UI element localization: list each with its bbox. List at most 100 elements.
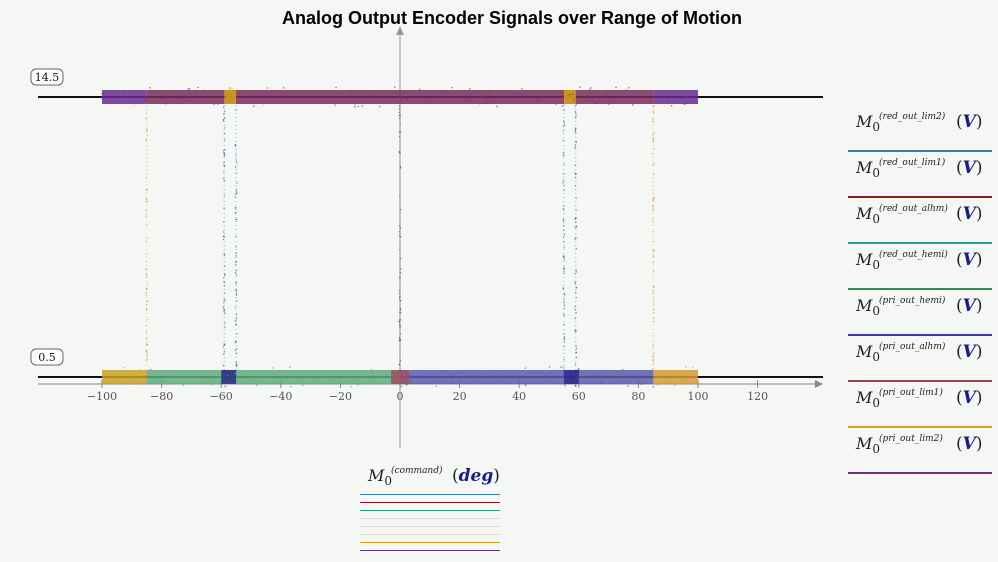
transition-point — [399, 122, 401, 124]
transition-point — [146, 354, 148, 357]
noise-point — [684, 366, 687, 368]
transition-point — [652, 262, 654, 264]
x-axis-trace — [360, 502, 500, 503]
noise-point — [101, 96, 103, 99]
noise-point — [275, 98, 277, 101]
noise-point — [227, 96, 229, 99]
legend-swatch — [848, 380, 992, 382]
transition-point — [146, 130, 148, 133]
noise-point — [287, 377, 289, 380]
transition-point — [234, 323, 237, 326]
noise-point — [561, 105, 564, 108]
x-axis-unit: (deg) — [452, 466, 500, 486]
transition-point — [145, 139, 147, 141]
noise-point — [438, 377, 441, 380]
transition-point — [399, 271, 402, 274]
noise-point — [496, 370, 499, 373]
noise-point — [586, 94, 589, 97]
noise-point — [281, 375, 284, 378]
transition-point — [575, 286, 578, 289]
noise-point — [653, 370, 655, 373]
noise-point — [313, 378, 316, 381]
noise-point — [572, 90, 575, 93]
transition-point — [574, 363, 576, 365]
noise-point — [656, 383, 659, 386]
transition-point — [562, 179, 565, 181]
noise-point — [478, 102, 481, 105]
noise-point — [232, 371, 234, 374]
transition-point — [653, 286, 655, 288]
legend-unit: (V) — [956, 434, 983, 454]
noise-point — [250, 93, 253, 96]
noise-point — [318, 90, 321, 93]
noise-point — [260, 380, 263, 383]
transition-point — [399, 307, 402, 310]
transition-point — [234, 207, 237, 209]
noise-point — [560, 382, 563, 385]
transition-point — [224, 127, 226, 129]
noise-point — [139, 96, 141, 99]
legend-item: M0(pri_out_lim2) (V) — [848, 428, 992, 474]
noise-point — [262, 102, 265, 105]
legend-swatch — [848, 426, 992, 428]
x-axis-trace — [360, 534, 500, 535]
transition-point — [235, 218, 237, 221]
transition-point — [398, 297, 401, 300]
transition-point — [145, 209, 148, 212]
transition-point — [235, 274, 238, 276]
noise-point — [213, 103, 216, 106]
transition-point — [398, 131, 400, 133]
noise-point — [335, 86, 337, 89]
noise-point — [150, 90, 153, 93]
noise-point — [144, 99, 146, 102]
noise-point — [281, 96, 284, 98]
transition-point — [562, 130, 565, 132]
transition-point — [235, 365, 238, 368]
transition-point — [399, 135, 401, 138]
noise-point — [475, 375, 478, 377]
noise-point — [293, 99, 296, 102]
signal-band — [221, 370, 237, 384]
noise-point — [299, 377, 302, 380]
noise-point — [188, 88, 191, 90]
transition-point — [146, 134, 149, 137]
noise-point — [196, 86, 199, 89]
transition-point — [235, 193, 237, 196]
transition-point — [223, 177, 225, 180]
noise-point — [590, 87, 592, 89]
signal-band — [563, 370, 579, 384]
signal-band — [146, 370, 400, 384]
transition-point — [563, 345, 565, 348]
transition-point — [399, 311, 401, 313]
noise-point — [426, 98, 429, 101]
transition-point — [234, 341, 237, 344]
noise-point — [139, 369, 142, 371]
noise-point — [173, 382, 176, 385]
noise-point — [354, 103, 356, 105]
transition-point — [575, 221, 577, 224]
noise-point — [545, 376, 548, 379]
noise-point — [678, 96, 681, 99]
chart-title: Analog Output Encoder Signals over Range… — [281, 8, 742, 28]
transition-point — [235, 269, 238, 272]
transition-point — [652, 118, 654, 120]
transition-point — [145, 343, 147, 345]
transition-point — [399, 295, 401, 298]
transition-point — [398, 151, 400, 153]
noise-point — [652, 385, 655, 388]
transition-point — [400, 131, 402, 133]
transition-point — [563, 259, 566, 261]
noise-point — [273, 372, 276, 375]
noise-point — [624, 100, 627, 103]
transition-point — [563, 323, 565, 326]
noise-point — [568, 93, 571, 96]
noise-point — [252, 371, 254, 373]
transition-point — [224, 138, 226, 141]
noise-point — [496, 105, 498, 108]
legend-symbol: M0(pri_out_alhm) — [856, 342, 946, 364]
x-tick-label: 20 — [453, 390, 467, 403]
transition-point — [575, 351, 577, 354]
legend-item: M0(pri_out_alhm) (V) — [848, 336, 992, 382]
transition-point — [223, 351, 226, 353]
noise-point — [572, 98, 575, 101]
